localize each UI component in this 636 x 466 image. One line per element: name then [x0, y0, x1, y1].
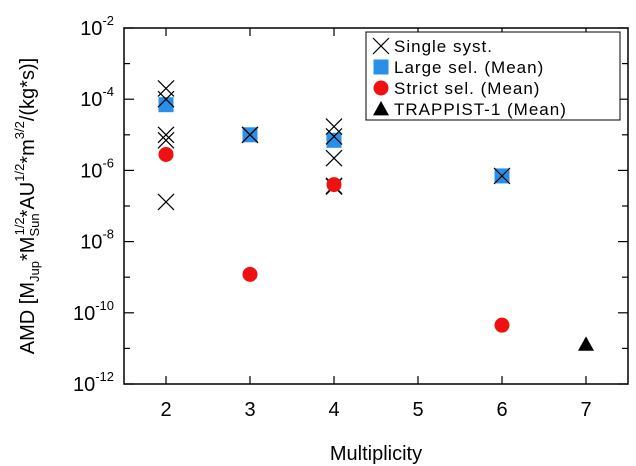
legend-label: Large sel. (Mean): [394, 58, 544, 77]
point-single-syst: [493, 167, 511, 185]
y-tick-label: 10-12: [73, 369, 114, 396]
point-strict-sel-mean: [158, 146, 174, 162]
point-single-syst: [325, 128, 343, 145]
y-tick-label: 10-6: [80, 155, 114, 182]
legend-label: Single syst.: [394, 37, 493, 56]
point-single-syst: [325, 149, 343, 167]
x-tick-label: 3: [244, 399, 255, 421]
legend-box: [365, 31, 621, 121]
x-marker-stroke: [157, 126, 175, 144]
legend-marker: [372, 37, 390, 55]
point-single-syst: [157, 90, 175, 108]
legend-marker: [373, 59, 389, 75]
x-marker-stroke: [325, 149, 343, 167]
x-axis-title: Multiplicity: [330, 443, 422, 465]
legend-marker: [373, 101, 389, 116]
point-single-syst: [157, 193, 175, 211]
x-tick-label: 4: [328, 399, 339, 421]
point-strict-sel-mean: [242, 266, 258, 282]
y-tick-label: 10-10: [73, 298, 114, 325]
x-marker-stroke: [325, 128, 343, 145]
x-tick-label: 5: [412, 399, 423, 421]
point-large-sel-mean: [158, 97, 174, 113]
legend-label: TRAPPIST-1 (Mean): [394, 100, 567, 119]
x-tick-label: 6: [496, 399, 507, 421]
y-tick-label: 10-4: [80, 84, 114, 111]
point-single-syst: [241, 126, 259, 144]
y-tick-label: 10-2: [80, 13, 114, 40]
point-single-syst: [325, 118, 343, 136]
y-axis: 10-2 10-4 10-6 10-8 10-10 10-12: [73, 13, 628, 396]
legend-marker: [373, 80, 389, 96]
y-axis-title: AMD [MJup*MSun1/2*AU1/2*m3/2/(kg*s)]: [12, 58, 42, 354]
x-tick-label: 7: [580, 399, 591, 421]
x-marker-stroke: [241, 126, 259, 144]
point-large-sel-mean: [326, 132, 342, 148]
x-marker-stroke: [157, 131, 175, 149]
x-tick-label: 2: [160, 399, 171, 421]
x-marker-stroke: [372, 37, 390, 55]
point-trappist-1-mean: [578, 336, 594, 351]
point-strict-sel-mean: [326, 177, 342, 193]
point-single-syst: [157, 126, 175, 144]
x-marker-stroke: [157, 90, 175, 108]
point-single-syst: [157, 131, 175, 149]
data-marks: [157, 80, 594, 351]
legend-label: Strict sel. (Mean): [394, 79, 540, 98]
x-marker-stroke: [493, 167, 511, 185]
point-strict-sel-mean: [494, 317, 510, 333]
legend: Single syst. Large sel. (Mean) Strict sel.…: [365, 31, 621, 121]
x-marker-stroke: [157, 193, 175, 211]
y-tick-label: 10-8: [80, 227, 114, 254]
